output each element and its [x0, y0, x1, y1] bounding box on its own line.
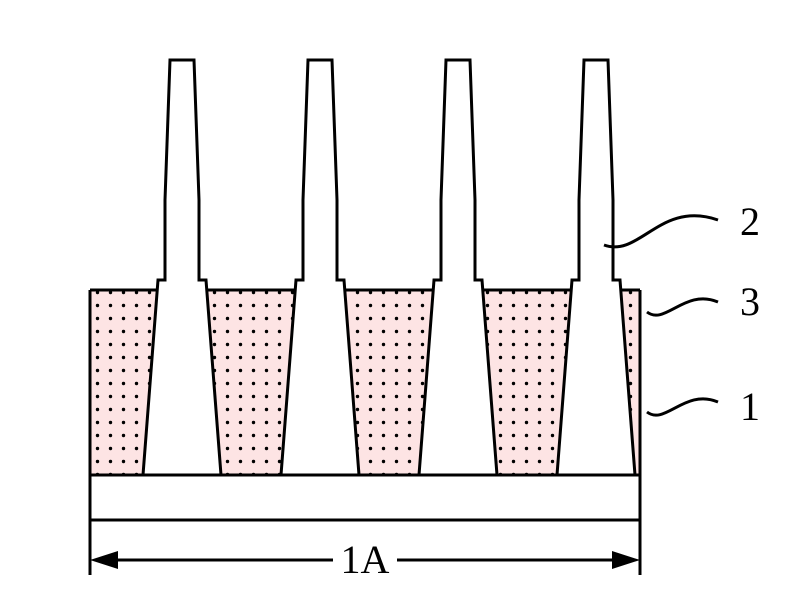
dimension-label: 1A: [341, 537, 390, 582]
dimension-1a: 1A: [90, 520, 640, 582]
callout-label-3: 3: [740, 279, 760, 324]
cross-section-diagram: 1A 2 3 1: [0, 0, 807, 607]
leader-1: [647, 399, 718, 415]
leader-3: [647, 299, 718, 315]
leader-2: [604, 216, 718, 247]
callout-label-2: 2: [740, 199, 760, 244]
pillar-1: [143, 60, 221, 475]
pillar-3: [419, 60, 497, 475]
base-slab: [90, 475, 640, 520]
pillar-4: [557, 60, 635, 475]
callout-label-1: 1: [740, 384, 760, 429]
pillar-2: [281, 60, 359, 475]
